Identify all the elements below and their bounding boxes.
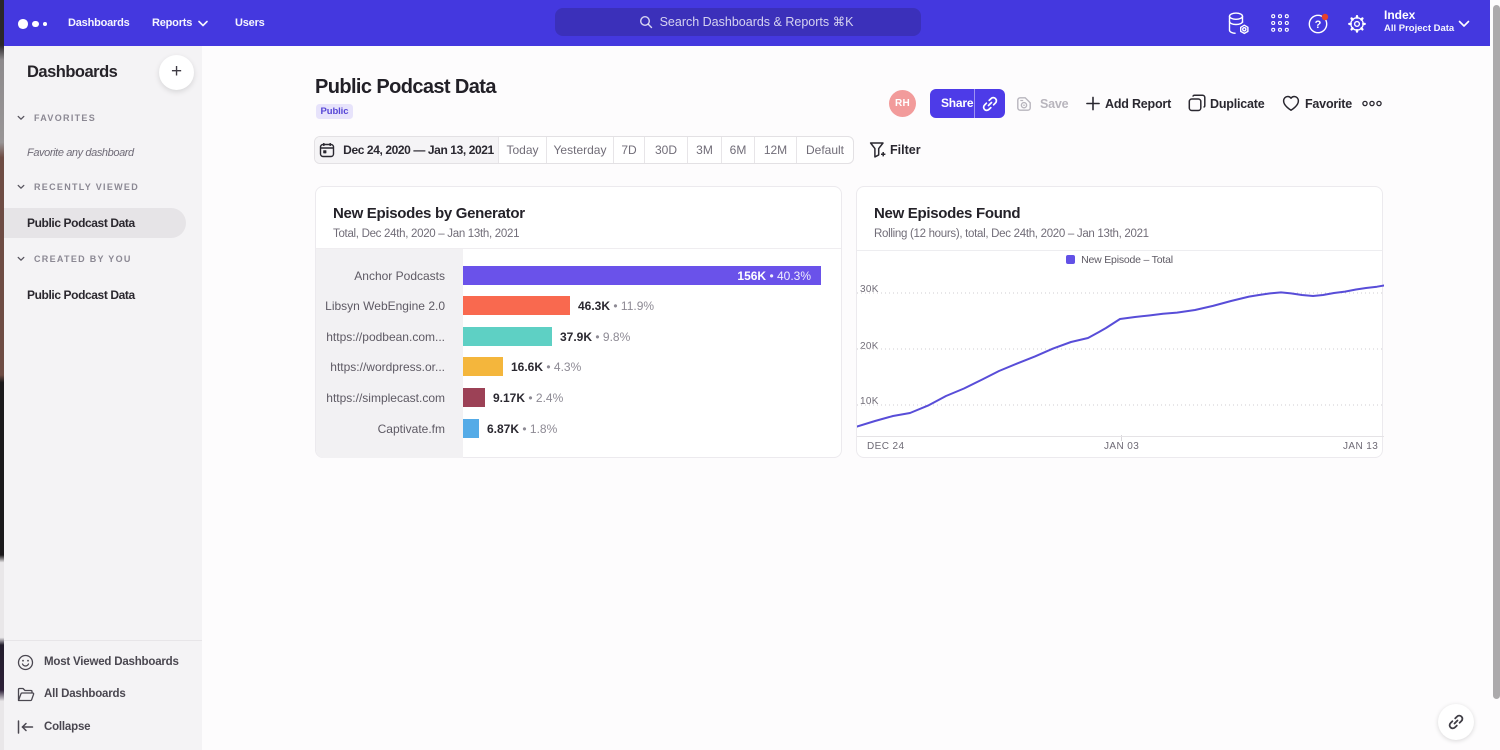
svg-text:?: ? xyxy=(1315,19,1322,31)
